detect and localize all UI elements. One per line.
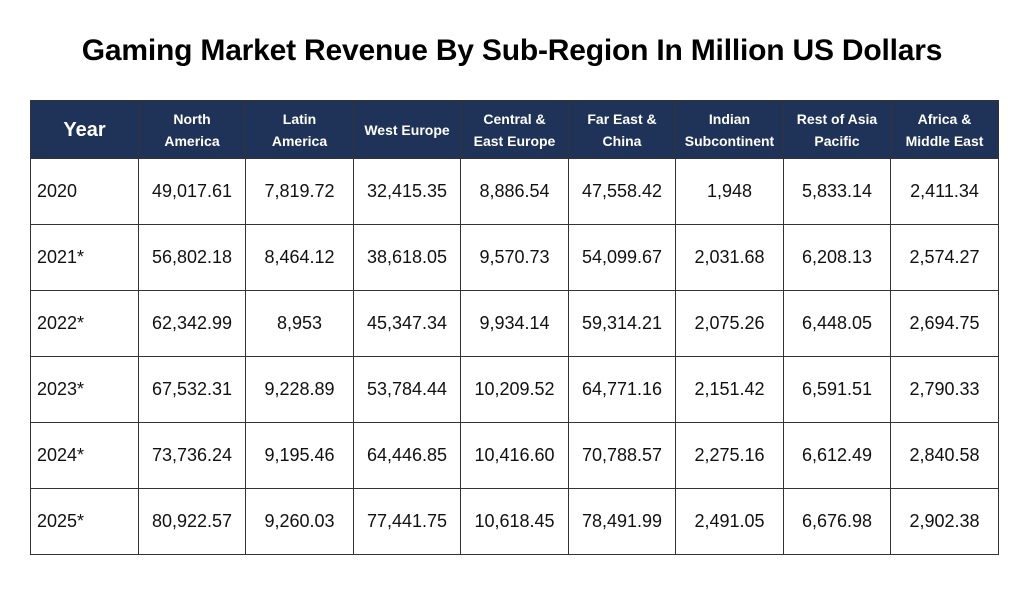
- value-cell: 2,902.38: [890, 488, 999, 555]
- column-header-text: Pacific: [814, 132, 860, 149]
- value-cell: 38,618.05: [353, 224, 461, 291]
- year-cell: 2020: [30, 158, 139, 225]
- value-cell: 54,099.67: [568, 224, 676, 291]
- column-header-text: Year: [63, 118, 106, 141]
- value-cell: 2,491.05: [675, 488, 784, 555]
- value-cell: 59,314.21: [568, 290, 676, 357]
- value-cell: 2,075.26: [675, 290, 784, 357]
- column-header-text: Middle East: [905, 132, 984, 149]
- value-cell: 2,031.68: [675, 224, 784, 291]
- column-header: Africa & Middle East: [890, 100, 999, 159]
- column-header-text: Central &: [483, 110, 546, 127]
- value-cell: 1,948: [675, 158, 784, 225]
- value-cell: 56,802.18: [138, 224, 246, 291]
- value-cell: 2,574.27: [890, 224, 999, 291]
- value-cell: 77,441.75: [353, 488, 461, 555]
- value-cell: 6,208.13: [783, 224, 891, 291]
- year-cell: 2025*: [30, 488, 139, 555]
- chart-title: Gaming Market Revenue By Sub-Region In M…: [81, 34, 943, 67]
- value-cell: 10,416.60: [460, 422, 569, 489]
- column-header-text: Africa &: [917, 110, 972, 127]
- value-cell: 32,415.35: [353, 158, 461, 225]
- column-header-year: Year: [30, 100, 139, 159]
- column-header-text: Rest of Asia: [796, 110, 878, 127]
- value-cell: 9,228.89: [245, 356, 354, 423]
- column-header-text: Latin: [282, 110, 317, 127]
- value-cell: 9,570.73: [460, 224, 569, 291]
- year-cell: 2023*: [30, 356, 139, 423]
- value-cell: 7,819.72: [245, 158, 354, 225]
- column-header: Rest of Asia Pacific: [783, 100, 891, 159]
- value-cell: 62,342.99: [138, 290, 246, 357]
- year-cell: 2024*: [30, 422, 139, 489]
- column-header-text: West Europe: [364, 121, 450, 138]
- table-row: 2023* 67,532.31 9,228.89 53,784.44 10,209.52…: [30, 356, 999, 423]
- table-header-row: Year North America Latin America West Europe C…: [30, 100, 999, 159]
- value-cell: 80,922.57: [138, 488, 246, 555]
- value-cell: 6,612.49: [783, 422, 891, 489]
- column-header: Far East & China: [568, 100, 676, 159]
- table-body: 2020 49,017.61 7,819.72 32,415.35 8,886.54 47…: [30, 158, 999, 555]
- value-cell: 5,833.14: [783, 158, 891, 225]
- table-row: 2025* 80,922.57 9,260.03 77,441.75 10,618.45…: [30, 488, 999, 555]
- value-cell: 2,411.34: [890, 158, 999, 225]
- column-header-text: North: [173, 110, 211, 127]
- value-cell: 64,771.16: [568, 356, 676, 423]
- value-cell: 67,532.31: [138, 356, 246, 423]
- value-cell: 49,017.61: [138, 158, 246, 225]
- value-cell: 2,275.16: [675, 422, 784, 489]
- table-row: 2024* 73,736.24 9,195.46 64,446.85 10,416.60…: [30, 422, 999, 489]
- column-header-text: Far East &: [587, 110, 657, 127]
- column-header: North America: [138, 100, 246, 159]
- column-header-text: America: [164, 132, 220, 149]
- value-cell: 6,591.51: [783, 356, 891, 423]
- value-cell: 2,840.58: [890, 422, 999, 489]
- value-cell: 9,934.14: [460, 290, 569, 357]
- year-cell: 2022*: [30, 290, 139, 357]
- value-cell: 73,736.24: [138, 422, 246, 489]
- value-cell: 47,558.42: [568, 158, 676, 225]
- column-header: West Europe: [353, 100, 461, 159]
- table-row: 2020 49,017.61 7,819.72 32,415.35 8,886.54 47…: [30, 158, 999, 225]
- value-cell: 2,151.42: [675, 356, 784, 423]
- value-cell: 64,446.85: [353, 422, 461, 489]
- value-cell: 53,784.44: [353, 356, 461, 423]
- table-row: 2022* 62,342.99 8,953 45,347.34 9,934.14 59,3…: [30, 290, 999, 357]
- column-header-text: China: [602, 132, 642, 149]
- value-cell: 8,953: [245, 290, 354, 357]
- value-cell: 2,790.33: [890, 356, 999, 423]
- year-cell: 2021*: [30, 224, 139, 291]
- column-header: Latin America: [245, 100, 354, 159]
- column-header-text: Subcontinent: [684, 132, 775, 149]
- value-cell: 78,491.99: [568, 488, 676, 555]
- value-cell: 70,788.57: [568, 422, 676, 489]
- column-header: Central & East Europe: [460, 100, 569, 159]
- value-cell: 8,464.12: [245, 224, 354, 291]
- value-cell: 6,448.05: [783, 290, 891, 357]
- column-header: Indian Subcontinent: [675, 100, 784, 159]
- value-cell: 2,694.75: [890, 290, 999, 357]
- value-cell: 10,618.45: [460, 488, 569, 555]
- value-cell: 8,886.54: [460, 158, 569, 225]
- table-row: 2021* 56,802.18 8,464.12 38,618.05 9,570.73 5…: [30, 224, 999, 291]
- column-header-text: East Europe: [473, 132, 556, 149]
- value-cell: 10,209.52: [460, 356, 569, 423]
- column-header-text: America: [271, 132, 328, 149]
- value-cell: 9,260.03: [245, 488, 354, 555]
- value-cell: 9,195.46: [245, 422, 354, 489]
- column-header-text: Indian: [708, 110, 751, 127]
- value-cell: 6,676.98: [783, 488, 891, 555]
- value-cell: 45,347.34: [353, 290, 461, 357]
- revenue-table: Year North America Latin America West Europe C…: [30, 100, 999, 555]
